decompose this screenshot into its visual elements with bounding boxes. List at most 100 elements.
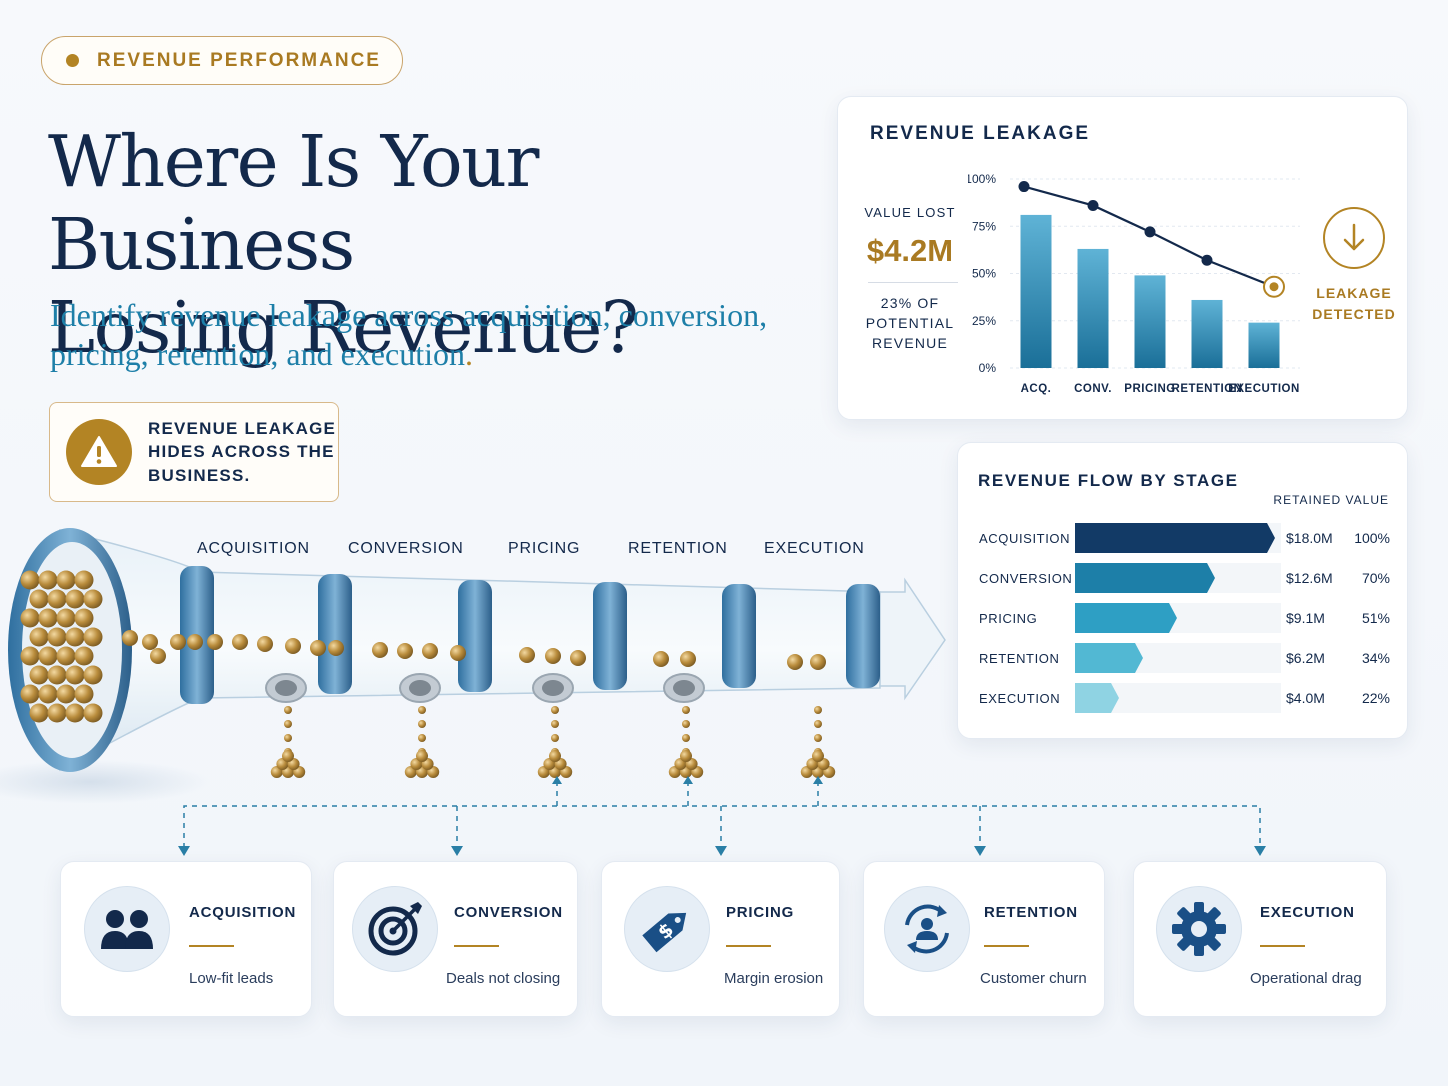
leak-card-title: ACQUISITION <box>189 904 297 921</box>
bar-conv <box>1077 248 1109 368</box>
y-tick-label: 50% <box>972 267 996 281</box>
gear-icon <box>1156 886 1242 972</box>
gold-coin <box>397 643 413 659</box>
falling-coin <box>551 720 559 728</box>
leak-card-title: RETENTION <box>984 904 1078 921</box>
badge-dot <box>66 54 79 67</box>
gold-coin <box>65 665 85 685</box>
gold-coin <box>519 647 535 663</box>
gold-coin <box>450 645 466 661</box>
gold-coin <box>38 570 58 590</box>
flow-bar-retention <box>1075 643 1143 673</box>
value-label: $6.2M <box>1286 650 1325 666</box>
gold-coin <box>56 570 76 590</box>
revenue-flow-bar-chart: ACQUISITION $18.0M 100% CONVERSION $12.6M 70%… <box>979 523 1390 713</box>
category-label: ACQUISITION <box>979 531 1070 546</box>
gold-coin <box>810 654 826 670</box>
pipeline-stage-pricing: PRICING <box>508 540 581 557</box>
percent-label: 100% <box>1354 530 1390 546</box>
gold-coin <box>74 608 94 628</box>
value-label: $18.0M <box>1286 530 1333 546</box>
trend-point <box>1018 181 1030 193</box>
potential-revenue-note: 23% OF POTENTIAL REVENUE <box>865 295 955 351</box>
drain-opening <box>275 680 297 696</box>
warning-callout: REVENUE LEAKAGE HIDES ACROSS THE BUSINES… <box>49 402 339 502</box>
gold-coin <box>170 634 186 650</box>
leak-card-rule <box>189 945 234 947</box>
percent-label: 22% <box>1362 690 1390 706</box>
falling-coin <box>814 706 822 714</box>
x-tick-label: RETENTION <box>1172 383 1243 395</box>
drain-opening <box>673 680 695 696</box>
flow-bar-acquisition <box>1075 523 1275 553</box>
flow-bar-execution <box>1075 683 1119 713</box>
section-badge: REVENUE PERFORMANCE <box>41 36 403 85</box>
gold-coin <box>207 634 223 650</box>
falling-coin <box>682 734 690 742</box>
bar-pricing <box>1134 275 1166 368</box>
leak-card-rule <box>454 945 499 947</box>
drain-opening <box>409 680 431 696</box>
flow-card-title: REVENUE FLOW BY STAGE <box>978 471 1239 490</box>
coin-pile <box>416 750 428 762</box>
retained-value-column-label: RETAINED VALUE <box>1273 493 1389 507</box>
gold-coin <box>122 630 138 646</box>
category-label: RETENTION <box>979 651 1060 666</box>
falling-coin <box>418 706 426 714</box>
gold-coin <box>83 589 103 609</box>
leak-card-description: Customer churn <box>980 970 1087 987</box>
gold-coin <box>20 608 40 628</box>
gold-coin <box>232 634 248 650</box>
leak-card-title: PRICING <box>726 904 795 921</box>
gold-coin <box>47 665 67 685</box>
gold-coin <box>20 646 40 666</box>
falling-coin <box>551 706 559 714</box>
target-icon <box>352 886 438 972</box>
pipeline-stage-retention: RETENTION <box>628 540 728 557</box>
leak-card-rule <box>726 945 771 947</box>
leakage-detected-indicator: LEAKAGE DETECTED <box>1312 207 1396 325</box>
gold-coin <box>545 648 561 664</box>
leak-card-rule <box>1260 945 1305 947</box>
category-label: CONVERSION <box>979 571 1072 586</box>
percent-label: 51% <box>1362 610 1390 626</box>
gold-coin <box>142 634 158 650</box>
y-tick-label: 0% <box>979 361 997 375</box>
falling-coin <box>814 720 822 728</box>
flow-bar-pricing <box>1075 603 1177 633</box>
trend-point <box>1087 199 1099 211</box>
falling-coin <box>814 734 822 742</box>
subtitle-period: . <box>464 336 473 372</box>
value-label: $4.0M <box>1286 690 1325 706</box>
percent-label: 70% <box>1362 570 1390 586</box>
coin-pile <box>680 750 692 762</box>
gold-coin <box>74 570 94 590</box>
category-label: EXECUTION <box>979 691 1060 706</box>
x-tick-label: PRICING <box>1124 383 1175 395</box>
gold-coin <box>47 589 67 609</box>
leak-card-acquisition: ACQUISITION Low-fit leads <box>60 861 312 1017</box>
falling-coin <box>551 734 559 742</box>
falling-coin <box>418 720 426 728</box>
category-label: PRICING <box>979 611 1037 626</box>
gold-coin <box>653 651 669 667</box>
bar-retention <box>1191 299 1223 368</box>
value-lost-amount: $4.2M <box>866 233 954 268</box>
percent-label: 34% <box>1362 650 1390 666</box>
leak-card-description: Low-fit leads <box>189 970 274 987</box>
gold-coin <box>787 654 803 670</box>
gold-coin <box>29 665 49 685</box>
people-icon <box>84 886 170 972</box>
gold-coin <box>56 684 76 704</box>
churn-cycle-icon <box>884 886 970 972</box>
gold-coin <box>47 627 67 647</box>
arrow-down-icon <box>1323 207 1385 269</box>
gold-coin <box>47 703 67 723</box>
page-title-line-1: Where Is Your Business <box>48 120 539 286</box>
gold-coin <box>285 638 301 654</box>
gold-coin <box>570 650 586 666</box>
x-tick-label: ACQ. <box>1021 383 1052 395</box>
x-tick-label: EXECUTION <box>1228 383 1300 395</box>
trend-point <box>1144 226 1156 238</box>
gold-coin <box>680 651 696 667</box>
